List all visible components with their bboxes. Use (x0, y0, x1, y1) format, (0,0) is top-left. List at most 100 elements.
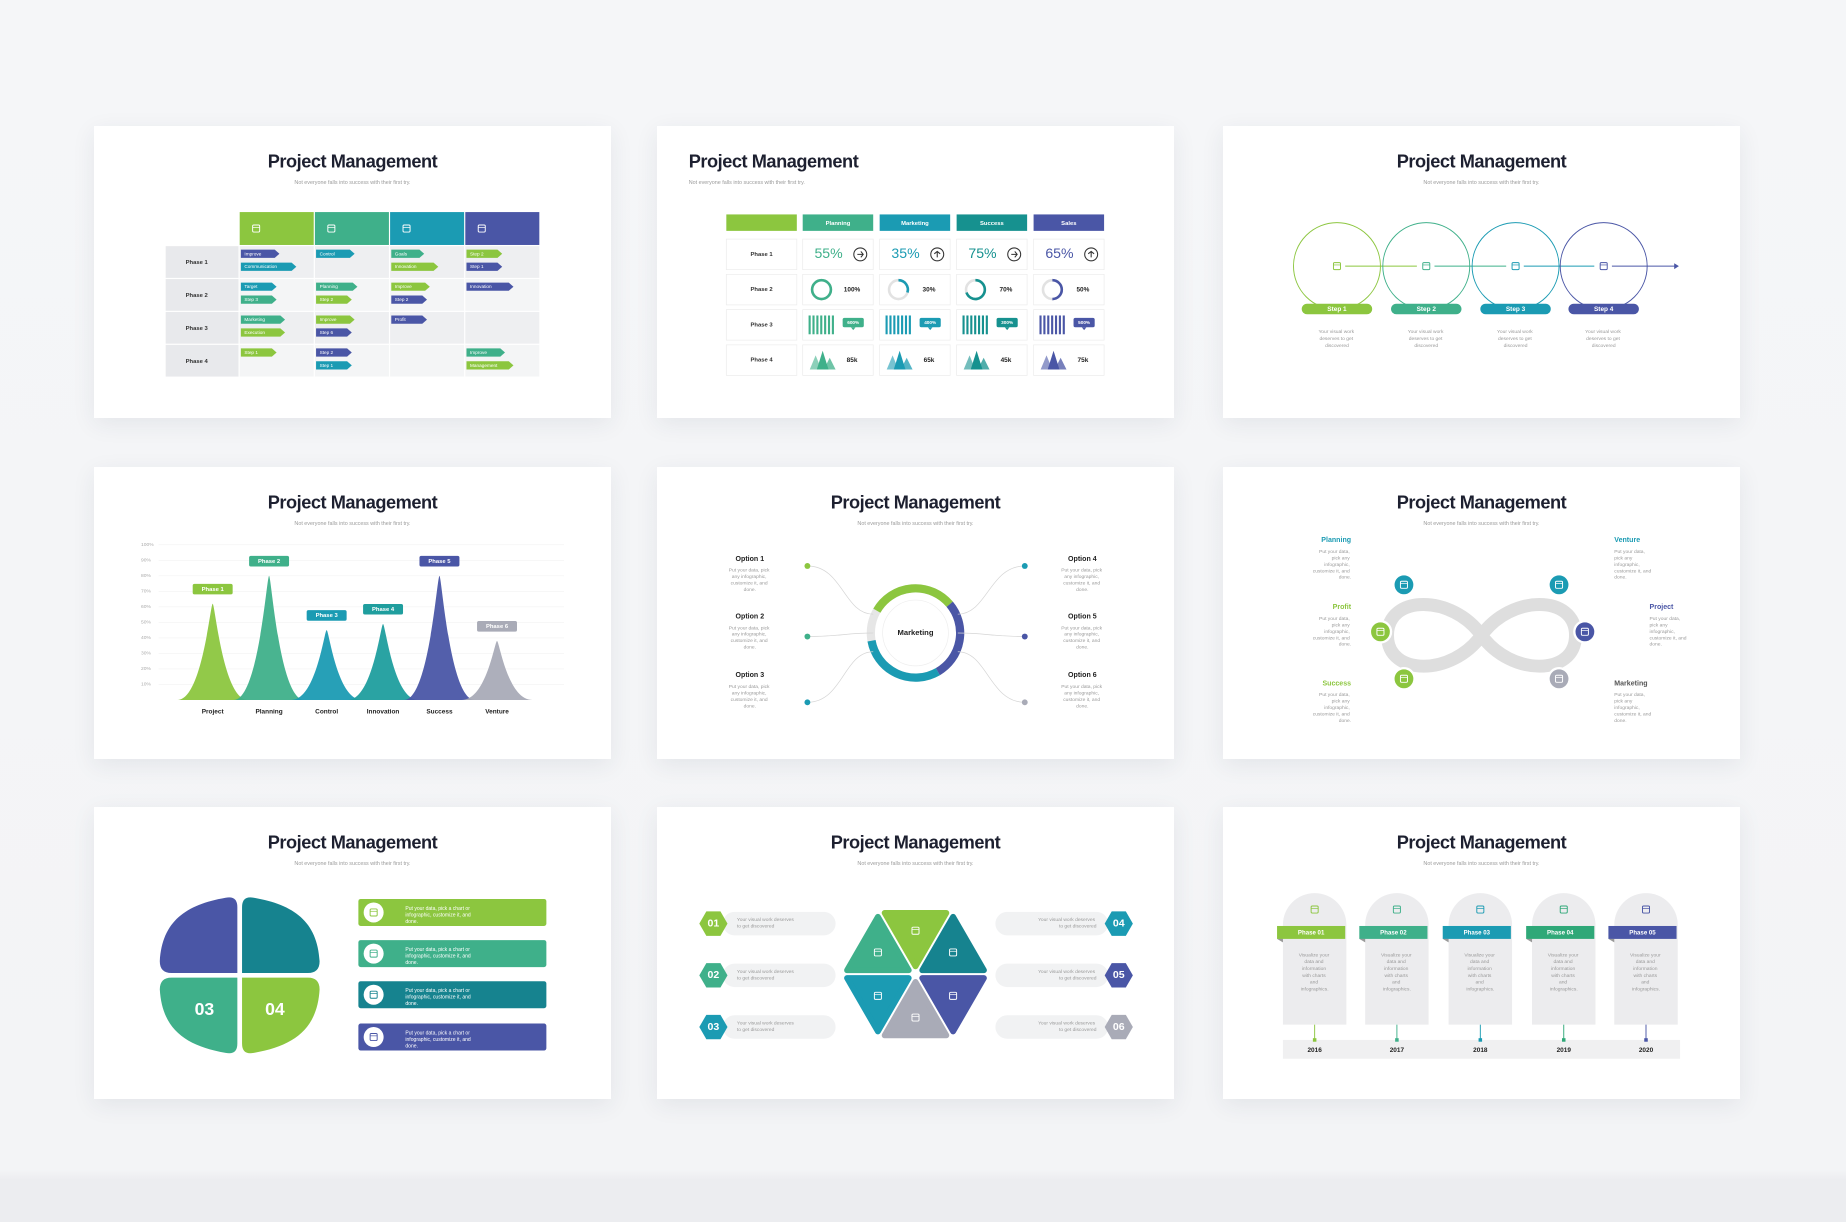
icon (1511, 262, 1520, 271)
option-text: Put your data, pick any infographic, cus… (1061, 626, 1103, 651)
slide: Project Management Not everyone falls int… (1223, 467, 1740, 759)
text-line: customize it, and (731, 697, 769, 703)
bubble-label: 400% (924, 320, 937, 325)
bar-icon (889, 315, 892, 335)
arrow-head (1674, 263, 1679, 270)
text-line: Put your data, pick (1061, 684, 1103, 690)
text-line: Put your data, pick a chart or (405, 1031, 471, 1037)
icon (1555, 580, 1564, 589)
ribbon-fold (1608, 938, 1615, 943)
bar-icon (1054, 315, 1058, 335)
icon (369, 990, 378, 999)
slide: Project Management Not everyone falls int… (657, 807, 1174, 1099)
petal (242, 977, 320, 1054)
cell (465, 311, 540, 344)
text-line: data and (1304, 959, 1325, 965)
phase-label: Phase 04 (1547, 929, 1574, 936)
ring (1052, 278, 1064, 301)
text-line: to get discovered (1059, 976, 1097, 982)
bar-icon (908, 315, 911, 335)
text-line: infographic, customize it, and (405, 954, 472, 960)
option-label: Option 4 (1068, 556, 1097, 563)
value: 65k (924, 357, 935, 364)
item-text: Put your data, pick any infographic, cus… (1313, 616, 1351, 648)
icon-circle (1547, 573, 1571, 597)
text-pill (995, 1015, 1109, 1039)
text-line: Put your data, pick a chart or (405, 906, 471, 912)
step-text: Your visual work deserves to get discove… (1318, 329, 1355, 349)
icon (252, 224, 261, 233)
tag (466, 361, 514, 370)
icon-circle (363, 1027, 384, 1047)
phase-pill (192, 583, 233, 595)
category-label: Venture (485, 708, 509, 715)
column-header (879, 214, 951, 231)
text-line: infographics. (1550, 987, 1578, 993)
text-line: with charts (1551, 973, 1576, 979)
icon (1392, 905, 1401, 914)
column-header (314, 212, 389, 245)
tag-label: Profit (395, 317, 407, 322)
connector (807, 632, 874, 637)
tag-label: Innovation (395, 264, 417, 269)
icon (949, 991, 958, 1000)
text-pill (995, 911, 1109, 936)
text-line: done. (1614, 575, 1626, 581)
text-line: discovered (1325, 343, 1349, 349)
ring-segment (873, 584, 953, 613)
icon (1399, 674, 1408, 683)
bubble (850, 327, 856, 331)
stem-dot (1644, 1038, 1648, 1042)
slide-subtitle: Not everyone falls into success with the… (689, 180, 805, 186)
text-line: pick any (1650, 623, 1669, 629)
tag (240, 348, 277, 357)
text-line: customize it, and (1313, 636, 1351, 642)
text-line: Your visual work (1585, 329, 1622, 335)
text-line: any infographic, (732, 632, 768, 638)
bar-icon (831, 315, 834, 335)
text-line: Put your data, (1319, 693, 1351, 699)
bar-text: Put your data, pick a chart or infograph… (405, 1031, 472, 1050)
slide-subtitle: Not everyone falls into success with the… (1423, 861, 1539, 867)
y-tick-label: 100% (141, 542, 154, 548)
text-line: to get discovered (737, 976, 775, 982)
text-line: and (1392, 980, 1402, 986)
text-line: done. (405, 1044, 418, 1050)
bar-icon (885, 315, 888, 335)
item-text: Put your data, pick any infographic, cus… (1650, 616, 1688, 648)
step-label: Step 3 (1506, 306, 1526, 313)
connector (957, 565, 1025, 615)
infinity (1381, 598, 1582, 673)
triangle (881, 979, 950, 1039)
slide: Project Management Not everyone falls int… (94, 467, 611, 759)
arrow-icon (1007, 247, 1022, 262)
text-line: and (1559, 980, 1569, 986)
header-label: Sales (1061, 221, 1077, 227)
bubble-label: 300% (1001, 320, 1014, 325)
tag-label: Communication (244, 264, 277, 269)
text-line: deserves to get (1586, 336, 1621, 342)
arrow-icon (853, 247, 868, 262)
text-pill (995, 963, 1109, 988)
stem-dot (1395, 1038, 1399, 1042)
text-line: infographics. (1632, 987, 1660, 993)
text-line: Your visual work deserves (1038, 969, 1096, 975)
text-line: Your visual work (1497, 329, 1534, 335)
mountain-icon (1054, 357, 1067, 370)
text-line: to get discovered (737, 1027, 775, 1033)
phase-text: Visualize your data and information with… (1381, 953, 1413, 993)
slide-subtitle: Not everyone falls into success with the… (857, 521, 973, 527)
tag (316, 282, 358, 291)
text-line: customize it, and (1313, 569, 1351, 575)
text-line: Put your data, pick (729, 626, 771, 632)
slide-title: Project Management (1397, 833, 1567, 853)
icon (873, 991, 882, 1000)
text-line: pick any (1332, 556, 1351, 562)
badge-number: 03 (708, 1021, 720, 1033)
phase-ribbon (1526, 925, 1595, 939)
tag (316, 315, 355, 324)
dot (1021, 699, 1028, 706)
text-line: Put your data, (1614, 693, 1646, 699)
text-line: information (1633, 966, 1659, 972)
percent: 35% (891, 245, 920, 261)
